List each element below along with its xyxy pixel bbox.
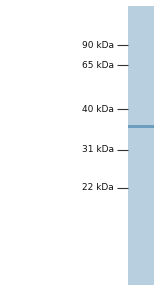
- Text: 22 kDa: 22 kDa: [82, 183, 114, 192]
- Text: 90 kDa: 90 kDa: [82, 41, 114, 49]
- Text: 65 kDa: 65 kDa: [82, 61, 114, 70]
- Bar: [128, 6, 154, 285]
- Bar: [128, 125, 154, 129]
- Text: 31 kDa: 31 kDa: [82, 146, 114, 154]
- Text: 40 kDa: 40 kDa: [82, 105, 114, 113]
